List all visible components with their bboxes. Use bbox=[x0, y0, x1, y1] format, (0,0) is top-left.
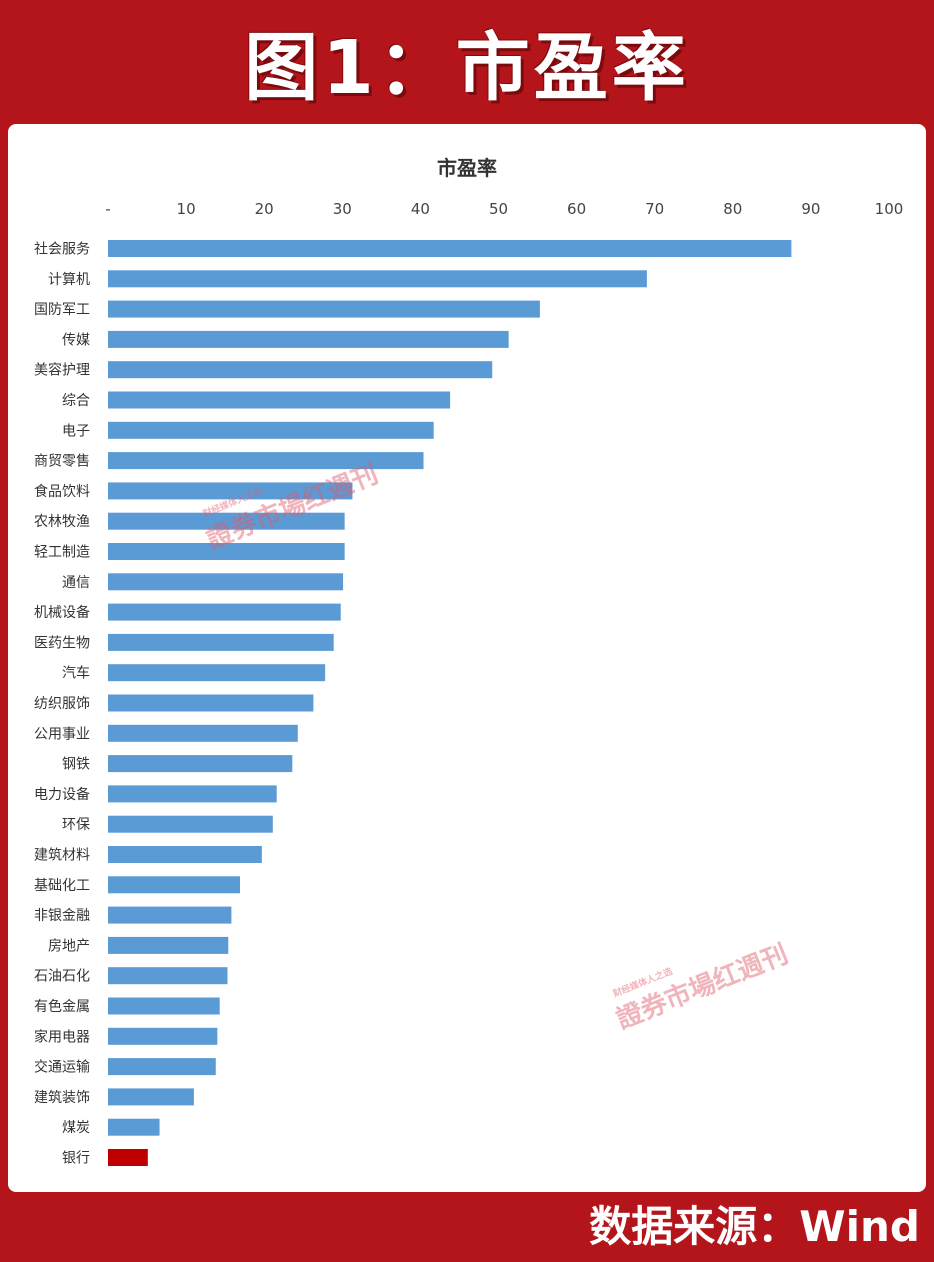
category-label: 综合 bbox=[62, 393, 90, 409]
chart-panel: 市盈率 - 10 20 30 40 50 60 70 80 90 100 社会服务计算机国防军工传媒美… bbox=[8, 124, 926, 1192]
bar bbox=[108, 997, 220, 1015]
category-label: 汽车 bbox=[62, 665, 90, 682]
bar bbox=[108, 300, 540, 318]
category-label: 通信 bbox=[62, 575, 90, 591]
category-label: 家用电器 bbox=[34, 1028, 90, 1045]
bar bbox=[108, 603, 341, 621]
category-label: 石油石化 bbox=[34, 969, 90, 985]
bar bbox=[108, 1088, 194, 1106]
category-label: 电力设备 bbox=[34, 786, 90, 803]
category-label: 电子 bbox=[62, 423, 90, 439]
bar bbox=[108, 846, 262, 863]
bar bbox=[108, 361, 493, 379]
x-tick-label: - bbox=[105, 200, 110, 218]
category-label: 计算机 bbox=[48, 272, 90, 288]
bar bbox=[108, 1118, 160, 1136]
category-label: 纺织服饰 bbox=[34, 696, 90, 712]
category-label: 商贸零售 bbox=[34, 454, 90, 470]
pe-bar-chart: - 10 20 30 40 50 60 70 80 90 100 社会服务计算机国防军工传媒美容护理综… bbox=[34, 200, 904, 1167]
chart-title: 市盈率 bbox=[437, 156, 497, 180]
category-label: 公用事业 bbox=[34, 726, 90, 742]
bar bbox=[108, 270, 647, 288]
bar bbox=[108, 421, 434, 439]
bar bbox=[108, 512, 345, 530]
x-tick-label: 70 bbox=[645, 200, 664, 218]
bar bbox=[108, 240, 792, 257]
category-label: 环保 bbox=[62, 817, 90, 833]
category-label: 医药生物 bbox=[34, 635, 90, 651]
category-label: 煤炭 bbox=[62, 1120, 90, 1136]
category-label: 美容护理 bbox=[34, 362, 90, 379]
x-tick-label: 40 bbox=[411, 200, 430, 218]
x-tick-label: 80 bbox=[723, 200, 742, 218]
bar bbox=[108, 330, 509, 348]
x-tick-label: 50 bbox=[489, 200, 508, 218]
category-label: 钢铁 bbox=[62, 757, 90, 773]
bar bbox=[108, 755, 293, 773]
category-label: 银行 bbox=[62, 1151, 90, 1167]
category-label: 社会服务 bbox=[34, 242, 90, 258]
bar bbox=[108, 876, 240, 894]
bar bbox=[108, 482, 353, 500]
x-tick-label: 20 bbox=[255, 200, 274, 218]
category-label: 国防军工 bbox=[34, 302, 90, 318]
header-title: 图1：市盈率 bbox=[244, 25, 690, 111]
x-tick-label: 90 bbox=[801, 200, 820, 218]
category-label: 机械设备 bbox=[34, 604, 90, 621]
bar bbox=[108, 694, 314, 712]
category-label: 农林牧渔 bbox=[34, 514, 90, 530]
x-tick-label: 30 bbox=[333, 200, 352, 218]
bar bbox=[108, 1058, 216, 1076]
category-label: 交通运输 bbox=[34, 1059, 90, 1076]
data-source-label: 数据来源：Wind bbox=[589, 1202, 920, 1251]
category-label: 非银金融 bbox=[34, 908, 90, 924]
bar bbox=[108, 633, 334, 651]
category-label: 建筑材料 bbox=[34, 848, 90, 864]
bar bbox=[108, 906, 232, 924]
category-label: 轻工制造 bbox=[34, 545, 90, 561]
bar bbox=[108, 1027, 218, 1045]
bar bbox=[108, 785, 277, 803]
category-label: 传媒 bbox=[62, 332, 90, 348]
bar bbox=[108, 391, 451, 409]
category-label: 基础化工 bbox=[34, 877, 90, 894]
bar bbox=[108, 664, 326, 682]
bar bbox=[108, 724, 298, 742]
bar bbox=[108, 452, 424, 470]
bar bbox=[108, 967, 228, 985]
x-tick-label: 10 bbox=[177, 200, 196, 218]
x-tick-label: 100 bbox=[875, 200, 904, 218]
bar bbox=[108, 573, 344, 591]
category-label: 食品饮料 bbox=[34, 483, 90, 500]
category-label: 建筑装饰 bbox=[34, 1090, 90, 1106]
bar-highlight bbox=[108, 1149, 148, 1166]
bar bbox=[108, 936, 229, 954]
bar bbox=[108, 815, 273, 833]
category-label: 房地产 bbox=[48, 938, 90, 954]
x-tick-label: 60 bbox=[567, 200, 586, 218]
bar bbox=[108, 543, 345, 560]
category-label: 有色金属 bbox=[34, 998, 90, 1015]
